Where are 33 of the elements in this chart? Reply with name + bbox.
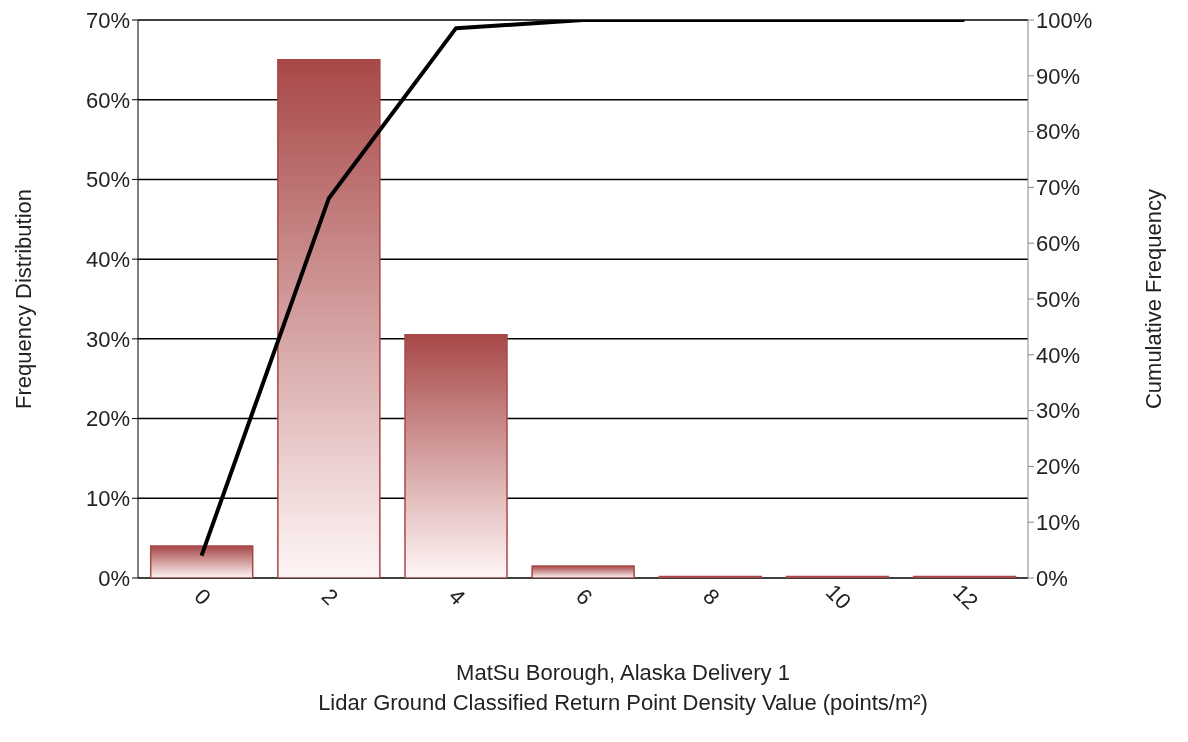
y2-tick-label: 10% [1036,510,1081,536]
y2-tick-label: 30% [1036,398,1081,424]
y2-tick-label: 50% [1036,286,1081,312]
y-tick-label: 30% [85,326,130,352]
y-tick-label: 0% [98,565,130,591]
x-tick-label: 0 [189,583,216,610]
bar [277,59,381,578]
x-axis-title: MatSu Borough, Alaska Delivery 1 Lidar Ground Classified Return Point Density Value (points/m²) [317,659,929,717]
y2-tick-label: 60% [1036,231,1081,257]
y2-axis-title: Cumulative Frequency [1140,188,1166,410]
y2-tick-label: 0% [1036,565,1068,591]
x-tick-label: 8 [698,583,725,610]
y-tick-label: 60% [85,87,130,113]
x-tick-label: 4 [443,583,471,610]
x-tick-label: 10 [820,579,856,615]
bar [149,545,254,578]
x-tick-label: 12 [948,579,984,615]
y-tick-label: 40% [85,246,130,272]
y-tick-label: 70% [85,7,130,33]
x-tick-label: 6 [571,583,598,610]
y-tick-label: 10% [85,486,130,512]
y-axis-title: Frequency Distribution [10,188,36,410]
x-tick-label: 2 [316,583,344,610]
y2-tick-label: 80% [1036,119,1081,145]
y-tick-label: 50% [85,167,130,193]
bar [531,565,635,578]
y2-tick-label: 40% [1036,342,1081,368]
y2-tick-label: 20% [1036,454,1081,480]
y2-tick-label: 90% [1036,63,1081,89]
y2-tick-label: 100% [1036,7,1093,33]
bar [404,334,508,578]
y2-tick-label: 70% [1036,175,1081,201]
y-tick-label: 20% [85,406,130,432]
